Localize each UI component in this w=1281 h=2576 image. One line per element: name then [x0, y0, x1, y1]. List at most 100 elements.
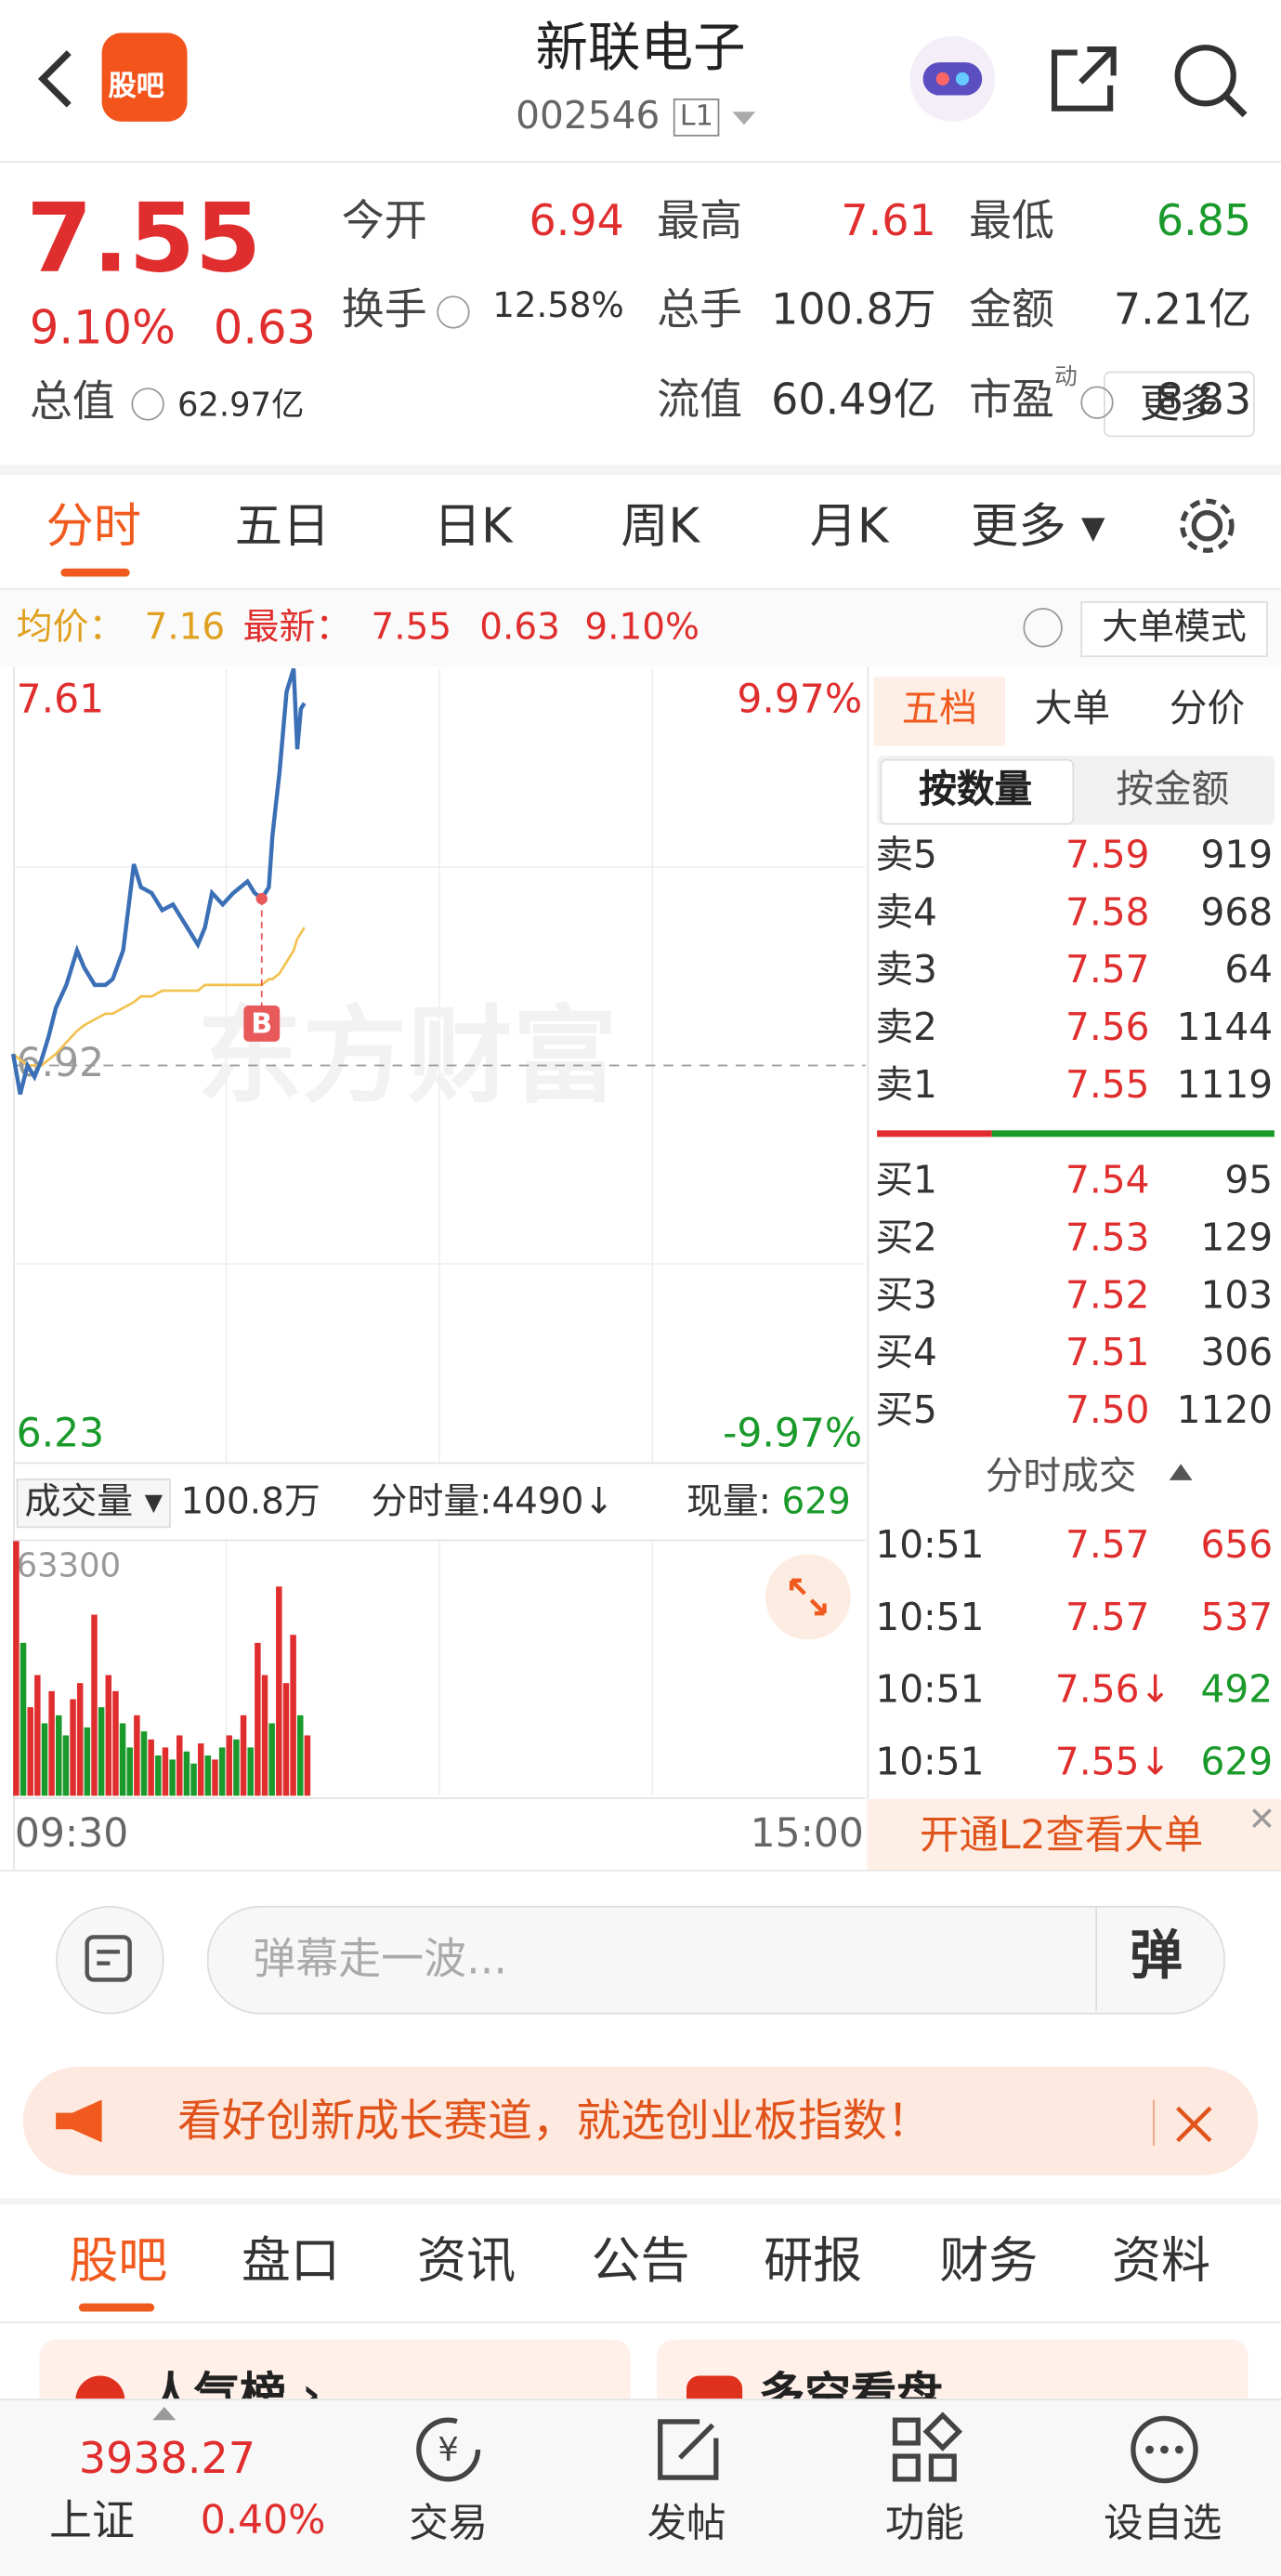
x-tick-label: 15:00 [750, 1810, 864, 1857]
volume-selector[interactable]: 成交量 ▾ [16, 1479, 171, 1529]
robot-avatar[interactable] [903, 33, 1001, 125]
info-icon[interactable] [1080, 386, 1114, 419]
close-l2[interactable]: ✕ [1248, 1798, 1276, 1839]
book-price: 7.57 [1065, 949, 1150, 992]
volume-bar [233, 1739, 240, 1796]
expand-icon [789, 1578, 827, 1616]
book-volume: 1120 [1176, 1389, 1274, 1433]
period-tab[interactable]: 五日 [234, 497, 331, 554]
promo-banner[interactable] [22, 2067, 1259, 2175]
dropdown-icon[interactable] [729, 109, 759, 128]
book-price: 7.58 [1065, 891, 1150, 935]
book-volume: 1144 [1176, 1006, 1274, 1050]
period-tab[interactable]: 月K [809, 497, 889, 554]
l2-text[interactable]: 开通L2查看大单 [920, 1812, 1204, 1859]
expand-button[interactable] [765, 1554, 851, 1640]
stat-label: 流值 [657, 375, 743, 426]
nav-label[interactable]: 功能 [884, 2500, 964, 2547]
price-chart: 7.616.926.239.97%-9.97%B [10, 667, 866, 1463]
section-tab[interactable]: 公告 [591, 2232, 690, 2291]
index-pct[interactable]: 0.40% [200, 2497, 326, 2543]
book-tab[interactable]: 大单 [1034, 688, 1111, 731]
book-level: 卖5 [875, 835, 937, 878]
back-button[interactable] [30, 46, 79, 112]
l2-bar[interactable] [867, 1798, 1281, 1870]
trade-price: 7.56↓ [1054, 1669, 1171, 1713]
trade-volume: 537 [1200, 1597, 1274, 1640]
book-level: 卖1 [875, 1064, 937, 1108]
info-icon[interactable] [437, 296, 470, 329]
period-tab[interactable]: 分时 [46, 497, 142, 554]
banner-text: 看好创新成长赛道，就选创业板指数！ [176, 2096, 932, 2148]
chart-frame [13, 666, 869, 1870]
book-price: 7.51 [1065, 1332, 1150, 1375]
index-value[interactable]: 3938.27 [78, 2435, 255, 2485]
trade-price: 7.57 [1065, 1524, 1150, 1568]
volume-bar [112, 1690, 119, 1796]
nav-label[interactable]: 交易 [409, 2500, 489, 2547]
settings-button[interactable] [1174, 493, 1240, 559]
book-sub-tab[interactable]: 按数量 [919, 769, 1033, 812]
trade-volume: 492 [1200, 1669, 1274, 1713]
volume-bar [296, 1715, 304, 1796]
barrage-placeholder: 弹幕走一波... [253, 1935, 507, 1985]
info-bar [0, 589, 1281, 667]
book-tab[interactable]: 五档 [901, 688, 977, 731]
section-tab[interactable]: 资料 [1111, 2232, 1210, 2291]
search-button[interactable] [1170, 39, 1251, 121]
volume-bar [140, 1731, 148, 1796]
avg-label: 均价： [16, 608, 125, 650]
trade-time: 10:51 [875, 1524, 985, 1568]
last-price: 7.55 [26, 182, 262, 295]
info-icon[interactable] [131, 388, 164, 421]
nav-label[interactable]: 设自选 [1104, 2500, 1222, 2547]
book-sub-tab[interactable]: 按金额 [1116, 769, 1230, 812]
book-volume: 1119 [1176, 1064, 1274, 1108]
barrage-settings[interactable] [56, 1905, 164, 2015]
section-tab[interactable]: 盘口 [241, 2232, 340, 2291]
section-underline [78, 2303, 155, 2312]
volume-bar [76, 1683, 84, 1796]
megaphone-icon [56, 2099, 102, 2143]
volume-bar [98, 1707, 105, 1796]
barrage-send[interactable]: 弹 [1130, 1924, 1183, 1987]
section-tab[interactable]: 股吧 [69, 2232, 168, 2291]
app-logo[interactable] [101, 33, 188, 122]
section-tab[interactable]: 财务 [939, 2232, 1039, 2291]
input-divider [1095, 1905, 1097, 2011]
section-tab[interactable]: 研报 [764, 2232, 863, 2291]
index-name[interactable]: 上证 [49, 2497, 135, 2547]
volume-bar [183, 1751, 190, 1796]
book-level: 卖4 [875, 891, 937, 935]
volume-bar [162, 1747, 169, 1796]
change: 0.63 [213, 300, 317, 355]
big-order-mode-button[interactable]: 大单模式 [1080, 601, 1268, 658]
minute-volume: 分时量:4490↓ [371, 1481, 614, 1523]
help-icon[interactable] [1023, 608, 1063, 648]
svg-text:¥: ¥ [438, 2431, 459, 2469]
stat-value: 60.49亿 [771, 375, 936, 426]
sub-tab-active [880, 758, 1075, 825]
volume-chart: 63300 [13, 1541, 654, 1796]
period-tab[interactable]: 更多 ▾ [971, 497, 1105, 554]
book-price: 7.53 [1065, 1217, 1150, 1261]
trades-title[interactable]: 分时成交 [985, 1455, 1137, 1499]
period-tab[interactable]: 周K [621, 497, 700, 554]
barrage-icon [85, 1935, 132, 1982]
section-tab[interactable]: 资讯 [417, 2232, 516, 2291]
volume-bar [169, 1759, 176, 1796]
divider [0, 161, 1281, 164]
share-button[interactable] [1044, 39, 1123, 118]
barrage-input[interactable] [206, 1905, 1225, 2015]
book-price: 7.50 [1065, 1389, 1150, 1433]
book-volume: 919 [1200, 835, 1274, 878]
banner-close[interactable] [1172, 2103, 1215, 2146]
period-tab[interactable]: 日K [433, 497, 513, 554]
bottom-nav [0, 2399, 1281, 2576]
latest-label: 最新： [242, 608, 352, 650]
book-tab[interactable]: 分价 [1169, 688, 1246, 731]
trade-volume: 656 [1200, 1524, 1274, 1568]
divider [0, 587, 1281, 590]
book-price: 7.59 [1065, 835, 1150, 878]
nav-label[interactable]: 发帖 [647, 2500, 726, 2547]
